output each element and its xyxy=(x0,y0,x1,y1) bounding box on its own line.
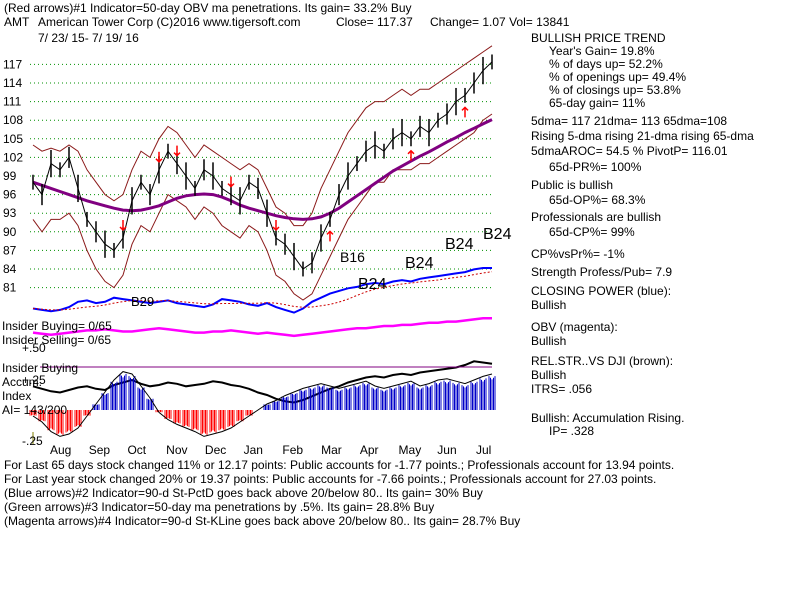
red-arrow-head xyxy=(155,158,163,163)
signal-label: B16 xyxy=(340,249,365,265)
dma-values: 5dma= 117 21dma= 113 65dma=108 xyxy=(531,114,728,128)
insider-buying-label: Insider Buying xyxy=(2,361,79,375)
y-tick-label: 102 xyxy=(3,150,23,164)
y-tick-label: 114 xyxy=(3,76,22,90)
accum-line xyxy=(32,371,493,437)
y-tick-label: 81 xyxy=(3,281,17,295)
y-tick-label: 87 xyxy=(3,243,17,257)
x-tick-label: Jan xyxy=(244,443,263,457)
close-value: Close= 117.37 xyxy=(336,15,413,29)
lower-band-line xyxy=(32,113,493,301)
signal-label: B24 xyxy=(483,226,512,243)
company-name: American Tower Corp (C)2016 www.tigersof… xyxy=(38,15,301,29)
price-line xyxy=(32,61,493,270)
x-tick-label: Apr xyxy=(360,443,379,457)
rel-str-status: Bullish xyxy=(531,368,567,382)
y-tick-label: 96 xyxy=(3,188,17,202)
ip-value: IP= .328 xyxy=(549,424,595,438)
public-status: Public is bullish xyxy=(531,178,614,192)
years-gain: Year's Gain= 19.8% xyxy=(549,44,655,58)
x-tick-label: Mar xyxy=(321,443,342,457)
footer-magenta-arrows: (Magenta arrows)#4 Indicator=90-d St-KLi… xyxy=(4,514,521,528)
rel-strength-line xyxy=(32,360,493,404)
y-tick-label: 108 xyxy=(3,113,23,127)
closing-power-line xyxy=(32,267,492,314)
footer-blue-arrows: (Blue arrows)#2 Indicator=90-d St-PctD g… xyxy=(4,486,483,500)
accum-axis-label: -.25 xyxy=(22,434,43,448)
accum-axis-label: +.25 xyxy=(22,373,46,387)
upper-band-line xyxy=(32,45,493,227)
closing-power-title: CLOSING POWER (blue): xyxy=(531,284,672,298)
ai-value: AI= 143/200 xyxy=(2,403,68,417)
x-tick-label: Feb xyxy=(282,443,303,457)
red-arrow-head xyxy=(272,226,280,232)
aroc-pivot: 5dmaAROC= 54.5 % PivotP= 116.01 xyxy=(531,144,728,158)
x-tick-label: Jul xyxy=(476,443,491,457)
closing-power-ma xyxy=(32,271,493,311)
y-tick-label: 111 xyxy=(3,95,22,109)
closing-power-status: Bullish xyxy=(531,298,567,312)
days-up: % of days up= 52.2% xyxy=(549,57,663,71)
signal-label: B29 xyxy=(131,294,154,309)
y-tick-label: 99 xyxy=(3,169,17,183)
x-tick-label: Aug xyxy=(50,443,71,457)
indicator-1-text: (Red arrows)#1 Indicator=50-day OBV ma p… xyxy=(4,1,412,15)
red-arrow-head xyxy=(173,152,181,157)
y-tick-label: 90 xyxy=(3,225,17,239)
accumulation-status: Bullish: Accumulation Rising. xyxy=(531,411,685,425)
obv-status: Bullish xyxy=(531,334,567,348)
red-arrow-head xyxy=(407,149,415,155)
closings-up: % of closings up= 53.8% xyxy=(549,83,681,97)
cp-65d: 65d-CP%= 99% xyxy=(549,225,635,239)
gain-65d: 65-day gain= 11% xyxy=(549,96,646,110)
signal-label: B24 xyxy=(358,276,387,293)
signal-label: B24 xyxy=(445,236,474,253)
red-arrow-head xyxy=(326,230,334,235)
footer-65d: For Last 65 days stock changed 11% or 12… xyxy=(4,458,675,472)
x-tick-label: May xyxy=(399,443,422,457)
footer-green-arrows: (Green arrows)#3 Indicator=50-day ma pen… xyxy=(4,500,435,514)
index-label: Index xyxy=(2,389,32,403)
red-arrow-head xyxy=(119,226,127,232)
symbol: AMT xyxy=(4,15,30,29)
obv-title: OBV (magenta): xyxy=(531,320,618,334)
footer-year: For Last year stock changed 20% or 19.37… xyxy=(4,472,657,486)
red-arrow-head xyxy=(227,183,235,188)
cp-vs-pr: CP%vsPr%= -1% xyxy=(531,247,625,261)
x-tick-label: Nov xyxy=(166,443,187,457)
insider-buying: Insider Buying= 0/65 xyxy=(2,319,112,333)
trend-title: BULLISH PRICE TREND xyxy=(531,31,666,45)
x-tick-label: Sep xyxy=(89,443,111,457)
red-arrow-head xyxy=(461,106,469,111)
pr-65d: 65d-PR%= 100% xyxy=(549,160,642,174)
accum-axis-label: +.50 xyxy=(22,341,46,355)
ma65-line xyxy=(32,118,493,221)
date-range: 7/ 23/ 15- 7/ 19/ 16 xyxy=(38,31,139,45)
signal-label: B24 xyxy=(405,255,434,272)
op-65d: 65d-OP%= 68.3% xyxy=(549,193,646,207)
x-tick-label: Oct xyxy=(127,443,146,457)
change-value: Change= 1.07 Vol= 13841 xyxy=(430,15,570,29)
dma-rising: Rising 5-dma rising 21-dma rising 65-dma xyxy=(531,129,754,143)
openings-up: % of openings up= 49.4% xyxy=(549,70,687,84)
x-tick-label: Jun xyxy=(437,443,456,457)
itrs-value: ITRS= .056 xyxy=(531,382,593,396)
professionals-status: Professionals are bullish xyxy=(531,210,662,224)
rel-str-title: REL.STR..VS DJI (brown): xyxy=(531,354,674,368)
y-tick-label: 93 xyxy=(3,206,17,220)
strength-ratio: Strength Profess/Pub= 7.9 xyxy=(531,265,673,279)
y-tick-label: 117 xyxy=(3,57,22,71)
y-tick-label: 84 xyxy=(3,262,17,276)
y-tick-label: 105 xyxy=(3,132,23,146)
obv-line xyxy=(32,317,492,338)
insider-selling: Insider Selling= 0/65 xyxy=(2,333,112,347)
x-tick-label: Dec xyxy=(205,443,226,457)
accum-label: Accum. xyxy=(2,375,43,389)
